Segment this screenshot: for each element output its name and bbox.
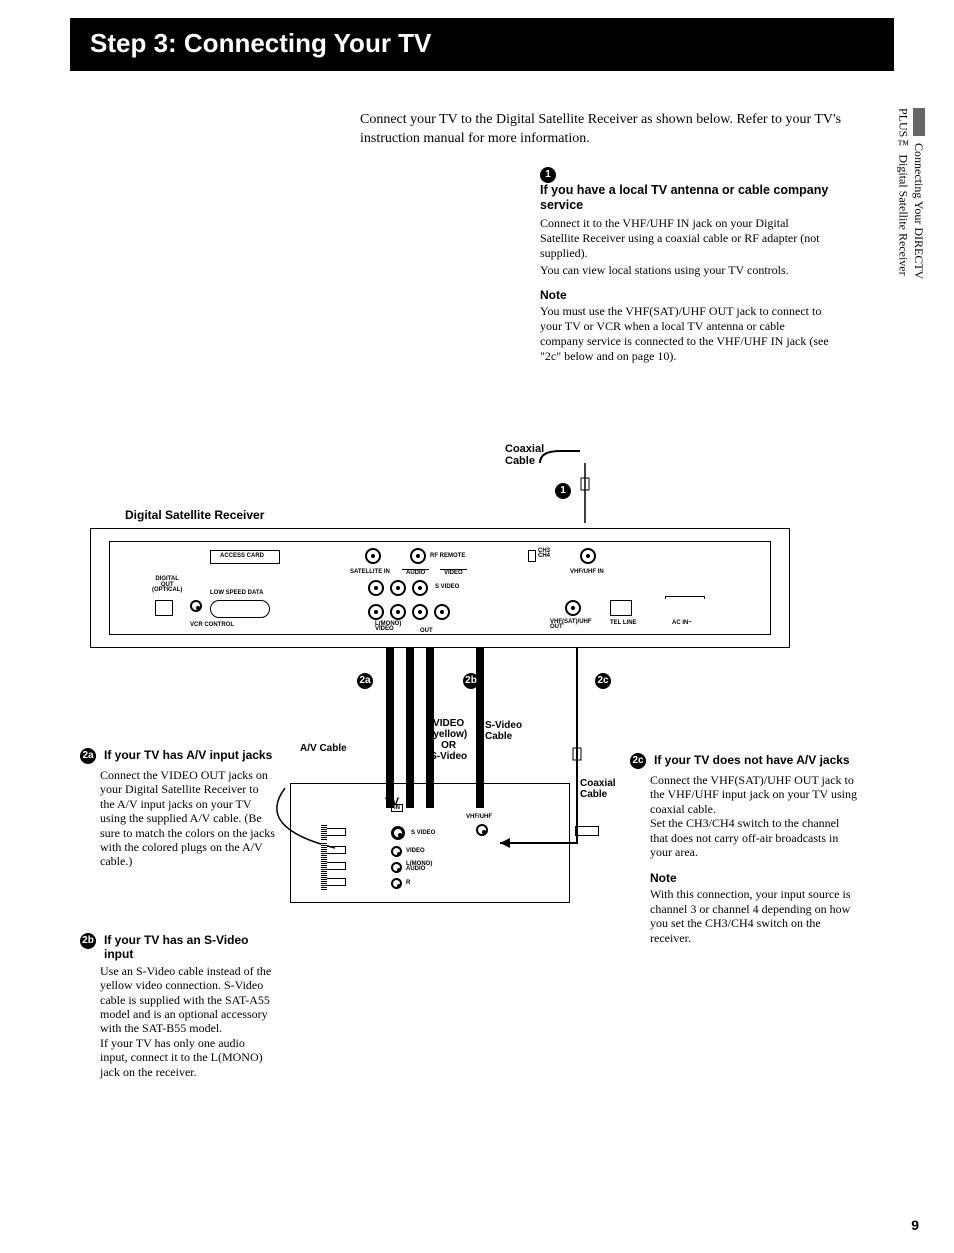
section-2c-note: With this connection, your input source … — [650, 887, 860, 945]
tv-r-jack — [391, 878, 402, 889]
tv-video-label: VIDEO — [406, 848, 425, 854]
lmono-video-label: L(MONO) VIDEO — [375, 622, 401, 633]
jack-satellite-in — [365, 548, 381, 564]
page-title: Step 3: Connecting Your TV — [90, 28, 874, 59]
digital-out-label: DIGITAL OUT (OPTICAL) — [152, 577, 182, 594]
svideo-label: S VIDEO — [435, 584, 459, 590]
video-label: VIDEO — [440, 569, 467, 576]
section-1-content: If you have a local TV antenna or cable … — [540, 183, 830, 364]
jack-b3 — [412, 604, 428, 620]
connection-diagram: Coaxial Cable 1 Digital Satellite Receiv… — [85, 448, 875, 928]
receiver-box: ACCESS CARD RF REMOTE CH3 CH4 SATELLITE … — [90, 528, 790, 648]
ch-label: CH3 CH4 — [538, 549, 550, 560]
svideo-cable-label: S-Video Cable — [485, 720, 522, 742]
coax2-label: Coaxial Cable — [580, 778, 616, 800]
vcr-control-label: VCR CONTROL — [190, 622, 234, 628]
tab-line-2: PLUS™ Digital Satellite Receiver — [896, 108, 910, 276]
bullet-2b: 2b — [463, 673, 479, 689]
plug-video — [326, 846, 346, 854]
jack-a1 — [368, 580, 384, 596]
receiver-inner: ACCESS CARD RF REMOTE CH3 CH4 SATELLITE … — [109, 541, 771, 635]
section-1: 1 If you have a local TV antenna or cabl… — [540, 167, 844, 364]
section-2c: 2c If your TV does not have A/V jacks Co… — [630, 753, 860, 945]
sat-in-label: SATELLITE IN — [350, 569, 390, 575]
note-heading-2c: Note — [650, 871, 860, 885]
tv-lmono-jack — [391, 862, 402, 873]
tv-vhfuhf-label: VHF/UHF — [466, 814, 492, 820]
tv-r-label: R — [406, 880, 410, 886]
av-cable-label: A/V Cable — [300, 743, 347, 754]
out-label: OUT — [420, 628, 433, 634]
tab-marker — [913, 108, 925, 136]
page-number: 9 — [911, 1217, 919, 1233]
jack-rf-remote — [410, 548, 426, 564]
audio-label: AUDIO — [402, 569, 429, 576]
access-card-label: ACCESS CARD — [220, 553, 264, 559]
bullet-2c: 2c — [595, 673, 611, 689]
bullet-2b-text: 2b — [80, 933, 96, 949]
section-2b-title: If your TV has an S-Video input — [104, 933, 275, 962]
video-or-svideo-label: VIDEO (yellow) OR S-Video — [430, 718, 467, 762]
rf-plug — [575, 826, 599, 836]
digital-out-port — [155, 600, 173, 616]
tv-in-label: IN — [391, 804, 403, 812]
dsr-label: Digital Satellite Receiver — [125, 508, 264, 522]
tv-vhf-jack — [476, 824, 488, 836]
tv-box: IN VHF/UHF S VIDEO VIDEO L(MONO) AUDIO R — [290, 783, 570, 903]
ac-label: AC IN~ — [672, 620, 692, 626]
section-2b: 2b If your TV has an S-Video input Use a… — [80, 933, 275, 1079]
note-heading-1: Note — [540, 288, 830, 302]
plug-svideo — [326, 828, 346, 836]
jack-vcr — [190, 600, 202, 612]
low-speed-label: LOW SPEED DATA — [210, 590, 263, 596]
section-tab: Connecting Your DIRECTV PLUS™ Digital Sa… — [895, 108, 926, 279]
jack-vhf-in — [580, 548, 596, 564]
jack-a2 — [390, 580, 406, 596]
bullet-2a-text: 2a — [80, 748, 96, 764]
jack-b1 — [368, 604, 384, 620]
tel-port — [610, 600, 632, 616]
section-2c-body: Connect the VHF(SAT)/UHF OUT jack to the… — [650, 773, 860, 859]
jack-b4-svideo — [434, 604, 450, 620]
section-2a-title: If your TV has A/V input jacks — [104, 748, 275, 762]
serial-port — [210, 600, 270, 618]
section-1-note: You must use the VHF(SAT)/UHF OUT jack t… — [540, 304, 830, 364]
section-1-body2: You can view local stations using your T… — [540, 263, 830, 278]
tab-line-1: Connecting Your DIRECTV — [912, 143, 926, 279]
section-1-title: If you have a local TV antenna or cable … — [540, 183, 830, 214]
section-2b-body: Use an S-Video cable instead of the yell… — [100, 964, 275, 1079]
section-2a: 2a If your TV has A/V input jacks Connec… — [80, 748, 275, 869]
tv-svideo-label: S VIDEO — [411, 830, 435, 836]
jack-vhfsat-out — [565, 600, 581, 616]
bullet-2a: 2a — [357, 673, 373, 689]
rf-remote-label: RF REMOTE — [430, 553, 465, 559]
tv-svideo-jack — [391, 826, 405, 840]
intro-paragraph: Connect your TV to the Digital Satellite… — [360, 111, 844, 149]
tel-label: TEL LINE — [610, 620, 637, 626]
ac-line — [665, 596, 705, 599]
section-1-body1: Connect it to the VHF/UHF IN jack on you… — [540, 216, 830, 261]
jack-b2 — [390, 604, 406, 620]
section-2a-body: Connect the VIDEO OUT jacks on your Digi… — [100, 768, 275, 869]
header-bar: Step 3: Connecting Your TV — [70, 18, 894, 71]
tv-lmono-label: L(MONO) AUDIO — [406, 862, 432, 873]
bullet-2c-text: 2c — [630, 753, 646, 769]
jack-a3 — [412, 580, 428, 596]
plug-r — [326, 878, 346, 886]
vhfsat-label: VHF(SAT)/UHF OUT — [550, 620, 592, 631]
section-2c-title: If your TV does not have A/V jacks — [654, 753, 860, 767]
plug-lmono — [326, 862, 346, 870]
vhf-in-label: VHF/UHF IN — [570, 569, 604, 575]
ch-switch — [528, 550, 536, 562]
bullet-1: 1 — [540, 167, 556, 183]
tv-video-jack — [391, 846, 402, 857]
